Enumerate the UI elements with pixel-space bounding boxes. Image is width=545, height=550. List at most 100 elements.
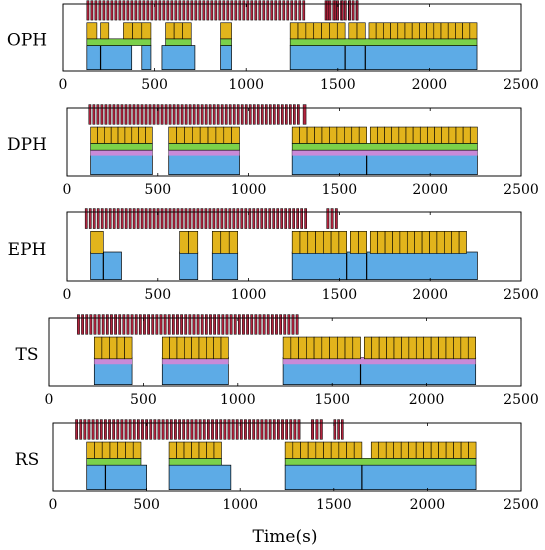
axes-frame bbox=[62, 3, 522, 72]
red-spike bbox=[148, 104, 152, 125]
red-spike bbox=[176, 208, 180, 229]
blue-bar bbox=[289, 45, 478, 71]
red-spike bbox=[149, 419, 153, 440]
red-spike bbox=[246, 0, 250, 21]
red-spike bbox=[244, 104, 248, 125]
red-spike bbox=[75, 419, 78, 440]
red-spike bbox=[138, 0, 142, 21]
red-spike bbox=[272, 104, 276, 125]
yellow-cell bbox=[436, 231, 445, 254]
red-spike bbox=[88, 104, 92, 125]
yellow-cell bbox=[469, 126, 478, 144]
yellow-cell bbox=[223, 126, 232, 144]
yellow-cell bbox=[445, 336, 454, 360]
yellow-cell bbox=[101, 441, 111, 459]
yellow-cell bbox=[173, 22, 183, 40]
green-bar bbox=[86, 458, 142, 466]
red-spike bbox=[166, 0, 170, 21]
red-spike bbox=[198, 0, 202, 21]
red-spike bbox=[220, 104, 224, 125]
panel-label: DPH bbox=[7, 135, 47, 155]
blue-bar bbox=[291, 251, 478, 280]
blue-bar bbox=[86, 464, 147, 490]
yellow-cell bbox=[109, 441, 119, 459]
x-tick-label: 2000 bbox=[412, 182, 448, 198]
x-tick-label: 1000 bbox=[228, 77, 264, 93]
red-spike bbox=[206, 0, 210, 21]
red-spike bbox=[344, 0, 347, 21]
red-spike bbox=[275, 314, 278, 335]
yellow-cell bbox=[441, 126, 450, 144]
red-spike bbox=[204, 104, 208, 125]
red-spike bbox=[156, 208, 160, 229]
axes-frame bbox=[66, 107, 522, 177]
red-spike bbox=[158, 0, 162, 21]
red-spike bbox=[184, 208, 188, 229]
x-tick-label: 0 bbox=[45, 392, 54, 408]
yellow-cell bbox=[375, 22, 384, 40]
yellow-cell bbox=[336, 126, 345, 144]
yellow-cell bbox=[124, 126, 133, 144]
x-tick-label: 0 bbox=[49, 497, 58, 513]
red-spike bbox=[79, 419, 83, 440]
yellow-cell bbox=[315, 231, 324, 254]
x-tick-label: 1500 bbox=[316, 497, 352, 513]
red-spike bbox=[136, 104, 140, 125]
yellow-cell bbox=[455, 22, 463, 40]
axes-frame bbox=[52, 422, 522, 492]
red-spike bbox=[212, 208, 216, 229]
yellow-cell bbox=[132, 441, 142, 459]
blue-bar bbox=[211, 251, 239, 280]
x-tick-label: 500 bbox=[133, 497, 160, 513]
yellow-cell bbox=[469, 22, 478, 40]
red-spike bbox=[134, 0, 138, 21]
yellow-cell bbox=[421, 231, 430, 254]
panel-label: TS bbox=[16, 345, 39, 365]
yellow-cell bbox=[353, 441, 363, 459]
yellow-cell bbox=[206, 336, 214, 360]
green-bar bbox=[90, 143, 153, 151]
red-spike bbox=[260, 419, 264, 440]
red-spike bbox=[190, 419, 194, 440]
red-spike bbox=[200, 208, 204, 229]
red-spike bbox=[192, 104, 196, 125]
red-spike bbox=[118, 314, 122, 335]
red-spike bbox=[188, 314, 192, 335]
yellow-cell bbox=[338, 231, 347, 254]
red-spike bbox=[297, 419, 301, 440]
yellow-cell bbox=[215, 126, 225, 144]
red-spike bbox=[98, 0, 102, 21]
red-spike bbox=[120, 419, 124, 440]
yellow-cell bbox=[145, 126, 153, 144]
yellow-cell bbox=[419, 22, 427, 40]
x-tick-label: 1500 bbox=[322, 182, 358, 198]
yellow-cell bbox=[329, 336, 338, 360]
red-spike bbox=[87, 419, 91, 440]
yellow-cell bbox=[358, 126, 367, 144]
x-tick-label: 0 bbox=[63, 287, 72, 303]
panel-rs: 0 500 1000 1500 2000 2500 RS bbox=[15, 419, 539, 513]
red-spike bbox=[176, 314, 179, 335]
yellow-cell bbox=[393, 336, 402, 360]
red-spike bbox=[228, 208, 232, 229]
yellow-cell bbox=[433, 22, 442, 40]
yellow-cell bbox=[231, 126, 240, 144]
red-spike bbox=[84, 208, 88, 229]
yellow-cell bbox=[423, 441, 432, 459]
yellow-cell bbox=[192, 126, 201, 144]
yellow-cell bbox=[101, 336, 110, 360]
red-spike bbox=[341, 419, 344, 440]
yellow-cell bbox=[307, 441, 317, 459]
yellow-cell bbox=[329, 22, 338, 40]
yellow-cell bbox=[297, 22, 307, 40]
red-spike bbox=[144, 104, 148, 125]
red-spike bbox=[300, 208, 303, 229]
red-spike bbox=[171, 314, 175, 335]
red-spike bbox=[163, 314, 167, 335]
yellow-cell bbox=[206, 441, 215, 459]
red-spike bbox=[231, 419, 235, 440]
red-spike bbox=[169, 419, 173, 440]
red-spike bbox=[226, 0, 230, 21]
red-spike bbox=[256, 208, 260, 229]
red-spike bbox=[235, 419, 239, 440]
